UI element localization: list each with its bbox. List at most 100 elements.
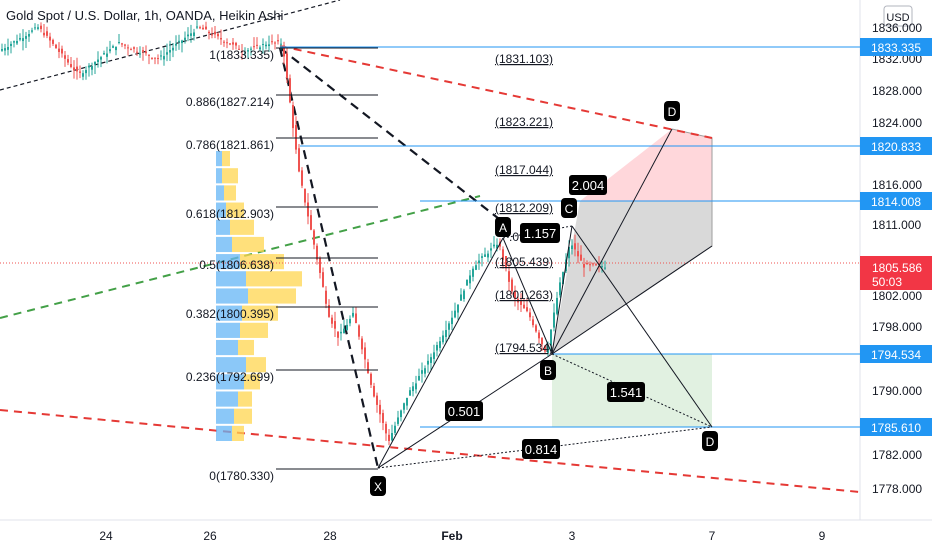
ratio-text: 0.501 bbox=[448, 404, 481, 419]
volume-bar-down bbox=[232, 425, 244, 441]
ratio-box bbox=[607, 382, 645, 402]
candle-body bbox=[568, 247, 570, 259]
volume-bar-down bbox=[222, 151, 230, 167]
fib-label-0: 0(1780.330) bbox=[209, 469, 274, 483]
candle-body bbox=[382, 413, 384, 424]
candle-body bbox=[463, 290, 465, 299]
candle-body bbox=[436, 345, 438, 351]
candle-body bbox=[505, 256, 507, 269]
y-tick: 1782.000 bbox=[872, 448, 922, 462]
candle-body bbox=[604, 267, 606, 269]
fib-label-0.382: 0.382(1800.395) bbox=[186, 307, 274, 321]
candle-body bbox=[283, 45, 285, 57]
time-axis: 24 26 28 Feb 3 7 9 bbox=[99, 529, 825, 543]
center-fib-label: (1794.534) bbox=[495, 341, 553, 355]
volume-bar-up bbox=[216, 236, 232, 253]
ratio-text: 1.541 bbox=[610, 385, 643, 400]
pattern-leg bbox=[551, 225, 573, 355]
candle-body bbox=[199, 27, 201, 29]
price-level-text: 1785.610 bbox=[871, 421, 921, 435]
candle-body bbox=[1, 48, 3, 51]
candle-body bbox=[577, 251, 579, 257]
candle-body bbox=[205, 26, 207, 30]
horizontal-levels bbox=[0, 46, 860, 428]
volume-bar-up bbox=[216, 374, 244, 390]
candle-body bbox=[202, 27, 204, 30]
candle-body bbox=[442, 335, 444, 343]
volume-bar-down bbox=[244, 374, 260, 390]
candle-body bbox=[64, 55, 66, 59]
volume-bar-down bbox=[238, 391, 252, 407]
candle-body bbox=[265, 44, 267, 47]
candle-body bbox=[109, 49, 111, 52]
pattern-leg bbox=[377, 237, 504, 469]
candle-body bbox=[214, 31, 216, 35]
candle-body bbox=[307, 202, 309, 217]
candle-body bbox=[574, 243, 576, 250]
candle-body bbox=[160, 55, 162, 57]
candle-body bbox=[439, 341, 441, 348]
candle-body bbox=[31, 30, 33, 32]
pattern-dotted-leg bbox=[551, 353, 713, 428]
candle-body bbox=[454, 310, 456, 318]
y-tick: 1811.000 bbox=[872, 218, 921, 232]
volume-bar-down bbox=[224, 185, 236, 201]
volume-bar-up bbox=[216, 288, 248, 304]
volume-bar-up bbox=[216, 339, 238, 356]
candle-body bbox=[208, 31, 210, 34]
fib-label-0.236: 0.236(1792.699) bbox=[186, 370, 274, 384]
candle-body bbox=[169, 50, 171, 53]
candle-body bbox=[292, 105, 294, 129]
volume-bar-down bbox=[230, 219, 254, 235]
volume-bar-up bbox=[216, 322, 240, 338]
center-fib-label: (1831.103) bbox=[495, 52, 553, 66]
center-fib-label: (1812.209) bbox=[495, 201, 553, 215]
candle-body bbox=[487, 253, 489, 258]
volume-bar-up bbox=[216, 254, 240, 270]
center-fib-label: (1823.221) bbox=[495, 115, 553, 129]
candle-body bbox=[25, 36, 27, 39]
candle-body bbox=[226, 42, 228, 44]
candle-body bbox=[427, 360, 429, 365]
fib-diagonal-2 bbox=[279, 47, 504, 223]
candle-body bbox=[16, 41, 18, 44]
candle-body bbox=[145, 51, 147, 54]
fib-label-0.786: 0.786(1821.861) bbox=[186, 138, 274, 152]
candle-body bbox=[319, 258, 321, 273]
x-tick: 3 bbox=[569, 529, 576, 543]
candle-body bbox=[562, 272, 564, 285]
x-tick: 26 bbox=[203, 529, 217, 543]
center-fib-labels: (1831.103) (1823.221) (1817.044) (1812.209)… bbox=[495, 52, 553, 355]
volume-bar-up bbox=[216, 219, 230, 235]
candle-body bbox=[370, 373, 372, 385]
candle-body bbox=[271, 41, 273, 43]
candle-body bbox=[391, 433, 393, 441]
candle-body bbox=[316, 245, 318, 260]
candle-body bbox=[238, 48, 240, 50]
candle-body bbox=[448, 323, 450, 330]
pattern-point-labels: X A B C D D bbox=[370, 101, 718, 496]
y-tick: 1836.000 bbox=[872, 21, 922, 35]
candle-body bbox=[337, 331, 339, 338]
candle-body bbox=[253, 46, 255, 48]
point-label-D: D bbox=[706, 435, 715, 449]
candle-body bbox=[289, 78, 291, 103]
candle-body bbox=[250, 48, 252, 50]
candle-body bbox=[247, 50, 249, 52]
candle-body bbox=[412, 386, 414, 392]
candle-body bbox=[148, 54, 150, 56]
candle-body bbox=[550, 329, 552, 346]
candle-body bbox=[97, 59, 99, 63]
candle-body bbox=[241, 51, 243, 53]
candle-body bbox=[268, 44, 270, 47]
volume-bar-up bbox=[216, 271, 246, 287]
candle-body bbox=[124, 44, 126, 46]
center-fib-label: (1805.439) bbox=[495, 255, 553, 269]
chart-title: Gold Spot / U.S. Dollar, 1h, OANDA, Heik… bbox=[6, 8, 284, 23]
candle-body bbox=[586, 262, 588, 265]
candle-body bbox=[151, 57, 153, 59]
candle-body bbox=[544, 345, 546, 352]
candle-body bbox=[481, 256, 483, 258]
